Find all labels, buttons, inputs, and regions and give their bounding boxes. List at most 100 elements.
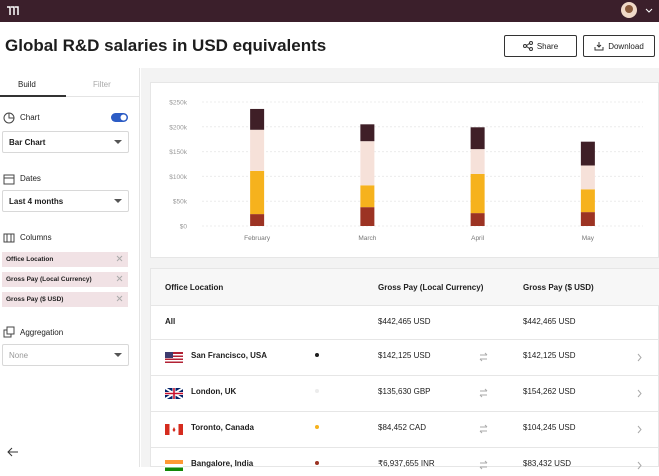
dates-select[interactable]: Last 4 months xyxy=(2,190,129,212)
bar-segment xyxy=(250,129,265,171)
caret xyxy=(114,140,122,144)
row-icons[interactable] xyxy=(479,458,647,476)
dates-value: Last 4 months xyxy=(9,197,64,206)
aggregation-icon xyxy=(3,326,15,338)
tab-divider xyxy=(66,96,140,97)
column-header: Office Location xyxy=(165,283,224,292)
chart-card xyxy=(150,82,659,258)
x-tick-label: May xyxy=(582,235,595,242)
back-button[interactable] xyxy=(6,446,20,458)
y-tick-label: $0 xyxy=(180,224,188,231)
series-dot xyxy=(315,461,319,465)
column-header: Gross Pay (Local Currency) xyxy=(378,283,484,292)
local-pay-cell: $135,630 GBP xyxy=(378,387,431,396)
y-tick-label: $200k xyxy=(169,124,187,131)
bar-segment xyxy=(470,127,485,150)
caret xyxy=(114,199,122,203)
bar-segment xyxy=(250,108,265,130)
bar-segment xyxy=(580,212,595,226)
flag xyxy=(165,350,183,368)
active-tab-underline xyxy=(0,95,66,97)
bar-segment xyxy=(360,141,375,186)
caret xyxy=(114,353,122,357)
local-pay-cell: $142,125 USD xyxy=(378,351,431,360)
row-icons[interactable] xyxy=(479,350,647,368)
chart-toggle[interactable] xyxy=(111,113,128,122)
chart-type-value: Bar Chart xyxy=(9,138,46,147)
row-divider xyxy=(151,411,659,412)
columns-icon xyxy=(3,233,15,243)
columns-label: Columns xyxy=(20,233,52,242)
y-tick-label: $150k xyxy=(169,149,187,156)
share-label: Share xyxy=(536,41,559,51)
chip-remove-icons[interactable] xyxy=(116,255,124,305)
chart-type-select[interactable]: Bar Chart xyxy=(2,131,129,153)
row-divider xyxy=(151,447,659,448)
share-button[interactable]: Share xyxy=(504,35,577,57)
row-divider xyxy=(151,305,659,306)
y-tick-label: $250k xyxy=(169,100,187,107)
usd-pay-cell: $83,432 USD xyxy=(523,459,572,468)
bar-segment xyxy=(470,173,485,214)
local-pay-cell: $84,452 CAD xyxy=(378,423,427,432)
column-chip[interactable]: Office Location xyxy=(2,252,128,267)
bar-segment xyxy=(580,189,595,213)
local-pay-cell: ₹6,937,655 INR xyxy=(378,459,435,468)
share-icon xyxy=(522,41,533,51)
x-tick-label: February xyxy=(244,235,271,242)
flag xyxy=(164,386,184,404)
bar-segment xyxy=(580,165,595,190)
usd-pay-cell: $442,465 USD xyxy=(523,317,576,326)
y-tick-label: $50k xyxy=(173,199,188,206)
series-dot xyxy=(315,425,319,429)
chart-label: Chart xyxy=(20,113,40,122)
row-divider xyxy=(151,339,659,340)
dates-icon xyxy=(3,174,15,185)
bar-segment xyxy=(360,124,375,142)
bar-segment xyxy=(360,185,375,208)
bar-segment xyxy=(250,170,265,215)
usd-pay-cell: $142,125 USD xyxy=(523,351,576,360)
location-cell: San Francisco, USA xyxy=(191,351,268,360)
bar-segment xyxy=(580,141,595,166)
table-header xyxy=(151,269,659,305)
bar-segment xyxy=(250,214,265,226)
flag xyxy=(165,458,183,476)
download-button[interactable]: Download xyxy=(583,35,655,57)
chip-label: Office Location xyxy=(6,256,54,263)
aggregation-select[interactable]: None xyxy=(2,344,129,366)
chart-icon xyxy=(3,112,15,124)
x-tick-label: March xyxy=(358,235,376,242)
aggregation-label: Aggregation xyxy=(20,328,64,337)
filter-tab[interactable]: Filter xyxy=(93,80,111,89)
chart: $0 $50k $100k $150k $200k $250k February March A… xyxy=(169,100,643,242)
dates-label: Dates xyxy=(20,174,41,183)
local-pay-cell: $442,465 USD xyxy=(378,317,431,326)
row-icons[interactable] xyxy=(479,422,647,440)
series-dot xyxy=(315,353,319,357)
bar-segment xyxy=(470,149,485,174)
avatar[interactable] xyxy=(620,1,656,21)
location-cell: London, UK xyxy=(191,387,237,396)
column-chip[interactable]: Gross Pay ($ USD) xyxy=(2,292,128,307)
usd-pay-cell: $154,262 USD xyxy=(523,387,576,396)
top-bar xyxy=(0,0,659,22)
location-cell: Toronto, Canada xyxy=(191,423,254,432)
build-tab[interactable]: Build xyxy=(18,80,36,89)
usd-pay-cell: $104,245 USD xyxy=(523,423,576,432)
location-cell: All xyxy=(165,317,176,326)
column-header: Gross Pay ($ USD) xyxy=(523,283,594,292)
sidebar xyxy=(0,68,140,467)
chip-label: Gross Pay (Local Currency) xyxy=(6,276,92,283)
row-icons[interactable] xyxy=(479,386,647,404)
bar-segment xyxy=(470,213,485,226)
flag xyxy=(165,422,183,440)
download-icon xyxy=(594,42,604,51)
row-divider xyxy=(151,375,659,376)
logo xyxy=(7,6,19,15)
y-tick-label: $100k xyxy=(169,174,187,181)
column-chip[interactable]: Gross Pay (Local Currency) xyxy=(2,272,128,287)
download-label: Download xyxy=(608,41,644,51)
series-dot xyxy=(315,389,319,393)
